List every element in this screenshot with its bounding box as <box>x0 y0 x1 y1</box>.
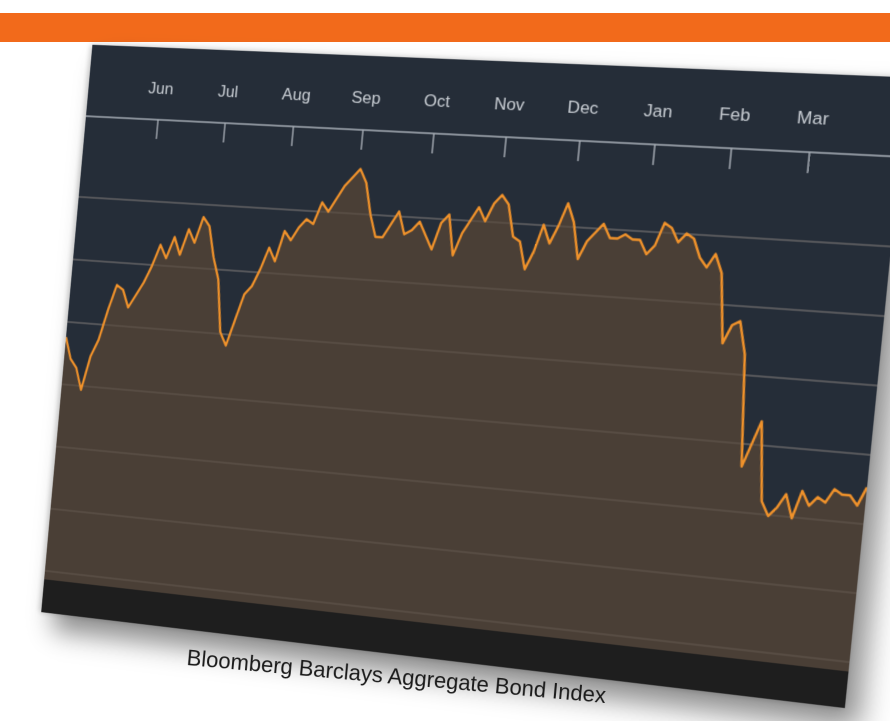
chart-card: Jun Jul Aug Sep Oct Nov Dec Jan Feb Mar <box>41 45 890 708</box>
accent-bar <box>0 13 890 42</box>
x-tick-label: Nov <box>493 95 526 115</box>
x-tick-label: Mar <box>796 108 830 129</box>
x-tick-label: Sep <box>351 88 382 108</box>
x-tick-label: Feb <box>718 105 751 126</box>
x-tick-label: Jun <box>148 79 175 98</box>
x-tick-label: Aug <box>281 85 311 104</box>
x-tick-label: Jul <box>217 82 239 101</box>
x-tick-label: Jan <box>643 101 673 121</box>
chart-svg: Jun Jul Aug Sep Oct Nov Dec Jan Feb Mar <box>41 45 890 708</box>
x-tick-label: Dec <box>567 98 600 118</box>
x-tick-label: Oct <box>423 92 451 112</box>
